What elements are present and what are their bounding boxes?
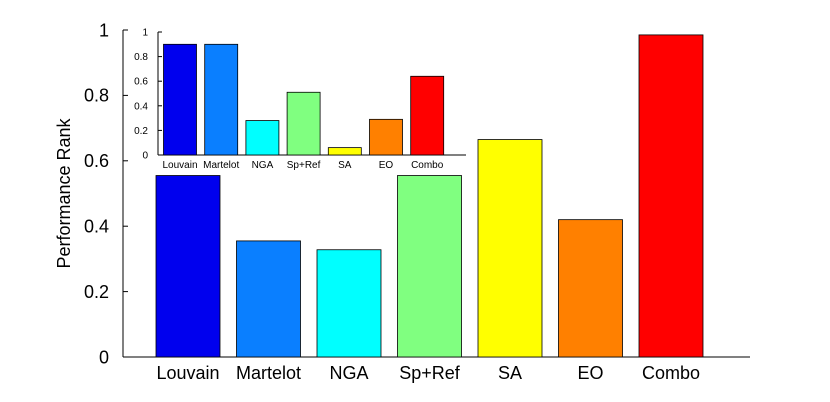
inset-bar — [286, 91, 321, 156]
main-bar — [236, 240, 301, 358]
main-bar — [397, 175, 462, 358]
main-y-tick-label: 0 — [99, 347, 109, 367]
inset-chart: 0 0.2 0.4 0.6 0.8 1 Louvain Martelot NGA Sp+Ref SA… — [134, 27, 466, 174]
inset-category-label: NGA — [252, 160, 274, 171]
main-y-axis-label: Performance Rank — [54, 117, 74, 268]
main-category-label: NGA — [329, 363, 368, 383]
main-category-label: SA — [498, 363, 522, 383]
inset-y-tick-label: 0.4 — [134, 101, 148, 112]
main-bar — [155, 175, 221, 358]
inset-y-tick-label: 0.8 — [134, 52, 148, 63]
main-y-tick-label: 0.4 — [84, 217, 109, 237]
inset-y-tick-label: 0 — [142, 151, 148, 162]
inset-y-tick-label: 0.2 — [134, 126, 148, 137]
inset-bar — [410, 75, 445, 156]
main-category-label: Louvain — [156, 363, 219, 383]
inset-bar — [245, 120, 280, 156]
inset-category-label: SA — [338, 160, 352, 171]
inset-category-label: Sp+Ref — [287, 160, 321, 171]
main-category-label: Martelot — [236, 363, 301, 383]
main-y-tick-label: 0.2 — [84, 282, 109, 302]
inset-category-label: Louvain — [162, 160, 197, 171]
inset-y-tick-label: 1 — [142, 28, 148, 39]
inset-bar — [163, 43, 197, 156]
main-category-label: Combo — [642, 363, 700, 383]
inset-category-label: Martelot — [203, 160, 239, 171]
inset-bar — [369, 118, 403, 156]
inset-bar — [327, 147, 362, 156]
inset-y-tick-label: 0.6 — [134, 77, 148, 88]
main-bar — [558, 219, 623, 358]
main-y-tick-label: 1 — [99, 20, 109, 40]
main-chart: 0 0.2 0.4 0.6 0.8 1 Louvain Martelot NGA Sp+Ref SA… — [54, 20, 750, 383]
main-category-label: Sp+Ref — [399, 363, 461, 383]
inset-category-label: EO — [379, 160, 394, 171]
inset-category-label: Combo — [411, 160, 444, 171]
inset-bar — [204, 43, 239, 156]
main-category-label: EO — [577, 363, 603, 383]
main-y-tick-label: 0.8 — [84, 86, 109, 106]
main-bar — [316, 249, 382, 358]
main-y-tick-label: 0.6 — [84, 151, 109, 171]
main-bar — [477, 139, 543, 358]
main-bar — [638, 34, 704, 358]
